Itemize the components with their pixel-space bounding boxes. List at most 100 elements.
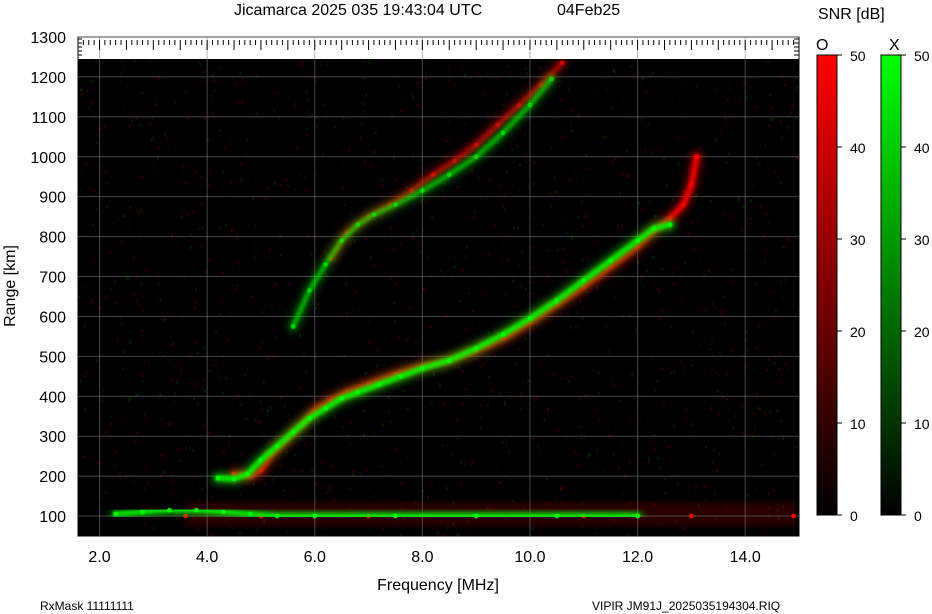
noise-speck: [580, 435, 583, 439]
noise-speck: [710, 368, 713, 372]
y-tick-label: 800: [39, 230, 66, 247]
noise-speck: [755, 487, 758, 490]
noise-speck: [438, 109, 441, 113]
noise-speck: [503, 400, 506, 403]
noise-speck: [460, 102, 463, 106]
noise-speck: [782, 435, 785, 439]
noise-speck: [462, 268, 465, 272]
noise-speck: [164, 457, 167, 461]
noise-speck: [325, 491, 328, 495]
noise-speck: [464, 74, 466, 78]
noise-speck: [150, 60, 153, 64]
noise-speck: [322, 374, 324, 378]
noise-speck: [358, 472, 361, 475]
noise-speck: [543, 418, 546, 422]
noise-speck: [533, 161, 536, 165]
noise-speck: [755, 155, 758, 159]
noise-speck: [405, 259, 408, 263]
noise-speck: [501, 432, 504, 436]
noise-speck: [460, 482, 463, 486]
noise-speck: [479, 415, 482, 419]
noise-speck: [713, 304, 716, 308]
noise-speck: [631, 374, 633, 378]
noise-speck: [487, 375, 490, 379]
echo-point: [339, 395, 344, 401]
noise-speck: [422, 228, 425, 232]
noise-speck: [757, 324, 760, 328]
y-tick-label: 400: [39, 389, 66, 406]
noise-speck: [202, 127, 205, 131]
noise-speck: [234, 288, 237, 292]
noise-speck: [550, 204, 553, 208]
noise-speck: [271, 478, 274, 482]
noise-speck: [259, 420, 262, 423]
noise-speck: [416, 81, 419, 85]
o-colorbar-tick-label: 10: [850, 416, 866, 432]
o-mode-label: O: [816, 37, 828, 54]
noise-speck: [181, 215, 183, 219]
noise-speck: [245, 152, 248, 156]
noise-speck: [616, 223, 619, 227]
noise-speck: [557, 428, 560, 432]
noise-speck: [438, 384, 441, 388]
noise-speck: [444, 460, 447, 464]
noise-speck: [772, 291, 775, 295]
noise-speck: [105, 430, 108, 433]
noise-speck: [634, 328, 637, 332]
noise-speck: [457, 365, 460, 369]
noise-speck: [459, 223, 462, 227]
noise-speck: [582, 180, 585, 184]
x-colorbar-tick-label: 30: [914, 232, 930, 248]
noise-speck: [427, 120, 430, 124]
noise-speck: [353, 470, 356, 474]
noise-speck: [553, 117, 556, 121]
noise-speck: [669, 445, 672, 449]
noise-speck: [142, 380, 145, 384]
noise-speck: [362, 110, 364, 113]
noise-speck: [425, 77, 427, 81]
noise-speck: [720, 310, 723, 314]
noise-speck: [349, 442, 352, 446]
noise-speck: [200, 184, 203, 187]
noise-speck: [235, 283, 238, 287]
echo-point: [420, 365, 425, 371]
noise-speck: [341, 186, 344, 190]
noise-speck: [752, 387, 755, 391]
noise-speck: [648, 461, 651, 465]
noise-speck: [644, 395, 647, 399]
noise-speck: [139, 208, 142, 212]
noise-speck: [647, 460, 650, 464]
noise-speck: [423, 288, 426, 292]
noise-speck: [570, 236, 573, 240]
noise-speck: [200, 244, 203, 248]
noise-speck: [569, 121, 572, 125]
noise-speck: [239, 71, 242, 75]
noise-speck: [162, 311, 165, 315]
noise-speck: [308, 77, 311, 81]
noise-speck: [285, 451, 288, 455]
noise-speck: [356, 290, 358, 293]
noise-speck: [700, 259, 703, 263]
noise-speck: [672, 266, 675, 270]
noise-speck: [481, 93, 484, 97]
noise-speck: [625, 290, 628, 294]
noise-speck: [597, 391, 600, 395]
noise-speck: [728, 437, 731, 441]
noise-speck: [400, 241, 402, 245]
noise-speck: [350, 211, 353, 215]
echo-point: [312, 513, 318, 519]
noise-speck: [759, 407, 762, 411]
noise-speck: [363, 76, 366, 80]
noise-speck: [415, 103, 418, 107]
noise-speck: [430, 274, 433, 278]
echo-point: [559, 60, 565, 66]
noise-speck: [508, 451, 511, 455]
noise-speck: [555, 497, 558, 501]
noise-speck: [448, 136, 451, 140]
noise-speck: [108, 435, 111, 439]
noise-speck: [108, 251, 111, 255]
noise-speck: [641, 284, 644, 287]
noise-speck: [783, 245, 786, 249]
noise-speck: [512, 499, 514, 503]
noise-speck: [251, 295, 254, 299]
